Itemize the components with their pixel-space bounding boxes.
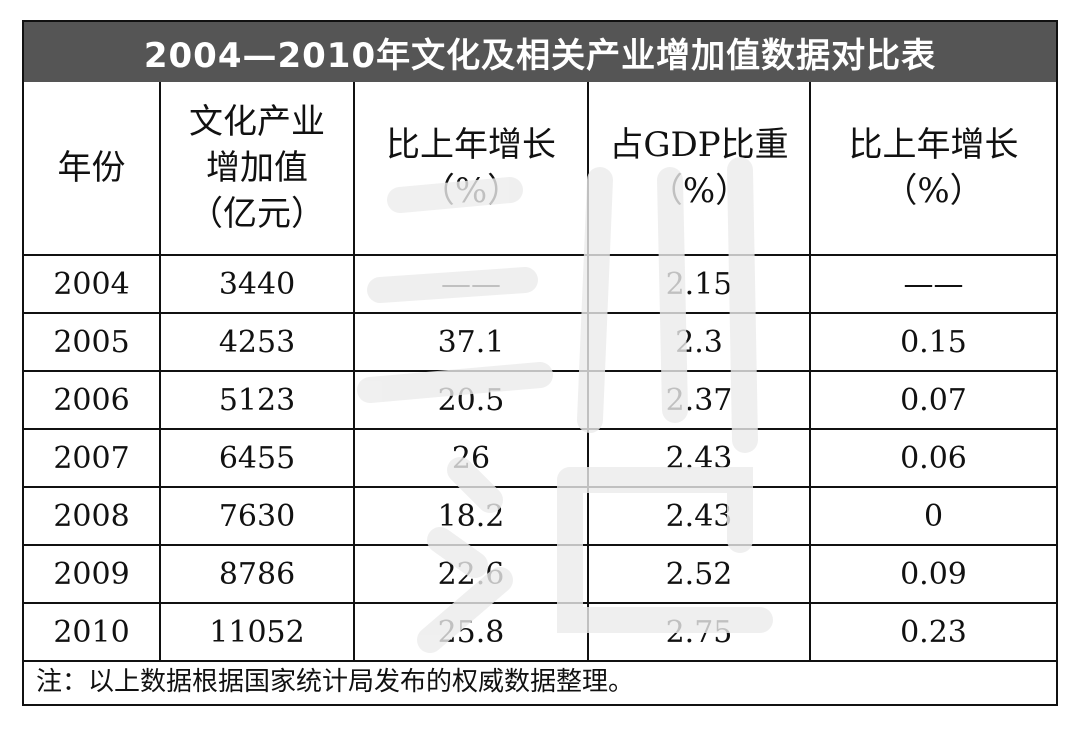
cell-share-growth: —— xyxy=(809,254,1056,314)
cell-gdp-share: 2.37 xyxy=(587,370,811,430)
cell-share-growth: 0.07 xyxy=(809,370,1056,430)
cell-growth: 37.1 xyxy=(353,312,589,372)
cell-value: 8786 xyxy=(159,544,355,604)
header-gdp-share: 占GDP比重 （%） xyxy=(587,82,811,256)
table-row: 2009 8786 22.6 2.52 0.09 xyxy=(24,544,1056,604)
cell-value: 4253 xyxy=(159,312,355,372)
table-row: 2006 5123 20.5 2.37 0.07 xyxy=(24,370,1056,430)
cell-value: 11052 xyxy=(159,602,355,662)
cell-year: 2008 xyxy=(24,486,161,546)
table-frame: 2004—2010年文化及相关产业增加值数据对比表 年份 文化产业 增加值 （亿… xyxy=(22,20,1058,706)
cell-year: 2004 xyxy=(24,254,161,314)
cell-gdp-share: 2.75 xyxy=(587,602,811,662)
cell-gdp-share: 2.43 xyxy=(587,486,811,546)
cell-growth: 20.5 xyxy=(353,370,589,430)
table-row: 2007 6455 26 2.43 0.06 xyxy=(24,428,1056,488)
cell-year: 2009 xyxy=(24,544,161,604)
cell-value: 7630 xyxy=(159,486,355,546)
cell-growth: 18.2 xyxy=(353,486,589,546)
cell-share-growth: 0.09 xyxy=(809,544,1056,604)
cell-year: 2006 xyxy=(24,370,161,430)
cell-growth: 26 xyxy=(353,428,589,488)
data-table: 年份 文化产业 增加值 （亿元） 比上年增长 （%） 占GDP比重 （%） 比上… xyxy=(24,82,1056,662)
cell-share-growth: 0.15 xyxy=(809,312,1056,372)
cell-year: 2010 xyxy=(24,602,161,662)
cell-growth: 22.6 xyxy=(353,544,589,604)
cell-growth: 25.8 xyxy=(353,602,589,662)
header-share-growth: 比上年增长 （%） xyxy=(809,82,1056,256)
cell-share-growth: 0.23 xyxy=(809,602,1056,662)
cell-share-growth: 0 xyxy=(809,486,1056,546)
cell-value: 5123 xyxy=(159,370,355,430)
cell-growth: —— xyxy=(353,254,589,314)
cell-share-growth: 0.06 xyxy=(809,428,1056,488)
cell-value: 3440 xyxy=(159,254,355,314)
cell-gdp-share: 2.52 xyxy=(587,544,811,604)
table-row: 2010 11052 25.8 2.75 0.23 xyxy=(24,602,1056,662)
cell-gdp-share: 2.15 xyxy=(587,254,811,314)
header-row: 年份 文化产业 增加值 （亿元） 比上年增长 （%） 占GDP比重 （%） 比上… xyxy=(24,82,1056,256)
table-row: 2004 3440 —— 2.15 —— xyxy=(24,254,1056,314)
header-value: 文化产业 增加值 （亿元） xyxy=(159,82,355,256)
table-note: 注：以上数据根据国家统计局发布的权威数据整理。 xyxy=(36,666,635,697)
header-growth: 比上年增长 （%） xyxy=(353,82,589,256)
cell-gdp-share: 2.43 xyxy=(587,428,811,488)
cell-value: 6455 xyxy=(159,428,355,488)
cell-year: 2007 xyxy=(24,428,161,488)
header-year: 年份 xyxy=(24,82,161,256)
table-row: 2005 4253 37.1 2.3 0.15 xyxy=(24,312,1056,372)
table-title: 2004—2010年文化及相关产业增加值数据对比表 xyxy=(24,22,1056,82)
cell-year: 2005 xyxy=(24,312,161,372)
cell-gdp-share: 2.3 xyxy=(587,312,811,372)
table-row: 2008 7630 18.2 2.43 0 xyxy=(24,486,1056,546)
